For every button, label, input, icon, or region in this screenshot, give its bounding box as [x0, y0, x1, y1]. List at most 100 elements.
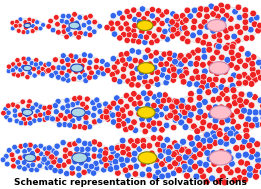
Circle shape	[142, 39, 148, 45]
Circle shape	[184, 7, 191, 14]
Circle shape	[6, 64, 11, 69]
Circle shape	[70, 102, 76, 108]
Circle shape	[3, 153, 9, 159]
Circle shape	[53, 109, 59, 115]
Circle shape	[212, 104, 219, 111]
Circle shape	[35, 20, 40, 25]
Circle shape	[55, 21, 60, 27]
Circle shape	[197, 151, 203, 158]
Circle shape	[223, 87, 230, 93]
Circle shape	[215, 43, 222, 50]
Circle shape	[75, 100, 81, 106]
Circle shape	[251, 21, 258, 27]
Circle shape	[159, 127, 165, 133]
Circle shape	[128, 63, 134, 69]
Circle shape	[248, 102, 255, 109]
Circle shape	[234, 37, 241, 44]
Circle shape	[125, 78, 131, 84]
Circle shape	[32, 73, 37, 78]
Circle shape	[75, 166, 82, 172]
Ellipse shape	[4, 146, 56, 170]
Circle shape	[206, 143, 213, 150]
Circle shape	[27, 99, 32, 104]
Circle shape	[72, 12, 77, 17]
Circle shape	[254, 141, 261, 148]
Circle shape	[131, 101, 138, 107]
Ellipse shape	[106, 94, 187, 131]
Circle shape	[126, 13, 133, 19]
Circle shape	[223, 140, 230, 147]
Circle shape	[164, 18, 171, 24]
Circle shape	[44, 69, 49, 74]
Text: Schematic representation of solvation of ions: Schematic representation of solvation of…	[14, 178, 247, 187]
Circle shape	[210, 150, 217, 157]
Circle shape	[30, 105, 35, 111]
Circle shape	[232, 100, 238, 107]
Circle shape	[98, 66, 104, 71]
Circle shape	[62, 147, 69, 153]
Circle shape	[167, 67, 173, 74]
Circle shape	[242, 62, 248, 69]
Circle shape	[91, 146, 97, 152]
Circle shape	[169, 33, 176, 39]
Circle shape	[156, 26, 162, 33]
Circle shape	[68, 31, 73, 37]
Circle shape	[167, 112, 174, 119]
Circle shape	[68, 53, 74, 59]
Circle shape	[171, 72, 177, 78]
Circle shape	[31, 157, 37, 163]
Circle shape	[79, 69, 85, 74]
Circle shape	[159, 161, 165, 167]
Circle shape	[48, 154, 53, 160]
Circle shape	[181, 160, 187, 166]
Circle shape	[211, 134, 218, 141]
Circle shape	[218, 148, 225, 155]
Circle shape	[167, 56, 173, 62]
Circle shape	[209, 175, 216, 182]
Circle shape	[227, 130, 234, 137]
Circle shape	[83, 115, 89, 121]
Circle shape	[104, 107, 110, 112]
Circle shape	[102, 156, 108, 163]
Ellipse shape	[172, 90, 261, 135]
Circle shape	[99, 58, 105, 64]
Circle shape	[203, 132, 210, 138]
Circle shape	[117, 98, 124, 105]
Circle shape	[1, 110, 6, 116]
Circle shape	[211, 33, 218, 40]
Circle shape	[180, 167, 187, 173]
Circle shape	[148, 79, 154, 85]
Circle shape	[180, 102, 186, 108]
Circle shape	[227, 76, 234, 83]
Circle shape	[177, 68, 183, 74]
Circle shape	[234, 23, 241, 30]
Ellipse shape	[50, 14, 99, 37]
Circle shape	[119, 107, 126, 113]
Circle shape	[191, 123, 197, 130]
Circle shape	[102, 151, 108, 158]
Circle shape	[83, 31, 88, 36]
Circle shape	[224, 42, 231, 49]
Circle shape	[251, 94, 258, 101]
Circle shape	[173, 98, 180, 105]
Circle shape	[223, 12, 230, 19]
Circle shape	[37, 117, 42, 122]
Circle shape	[152, 174, 158, 180]
Circle shape	[255, 157, 261, 163]
Circle shape	[15, 104, 20, 109]
Circle shape	[59, 18, 65, 24]
Circle shape	[151, 102, 157, 109]
Circle shape	[53, 150, 59, 156]
Circle shape	[144, 67, 150, 74]
Circle shape	[254, 163, 261, 170]
Circle shape	[120, 66, 127, 72]
Circle shape	[225, 86, 232, 93]
Circle shape	[231, 94, 238, 101]
Circle shape	[187, 158, 194, 165]
Circle shape	[248, 137, 256, 144]
Circle shape	[132, 127, 139, 133]
Circle shape	[91, 170, 97, 176]
Circle shape	[10, 157, 16, 162]
Circle shape	[76, 115, 82, 121]
Circle shape	[244, 160, 251, 167]
